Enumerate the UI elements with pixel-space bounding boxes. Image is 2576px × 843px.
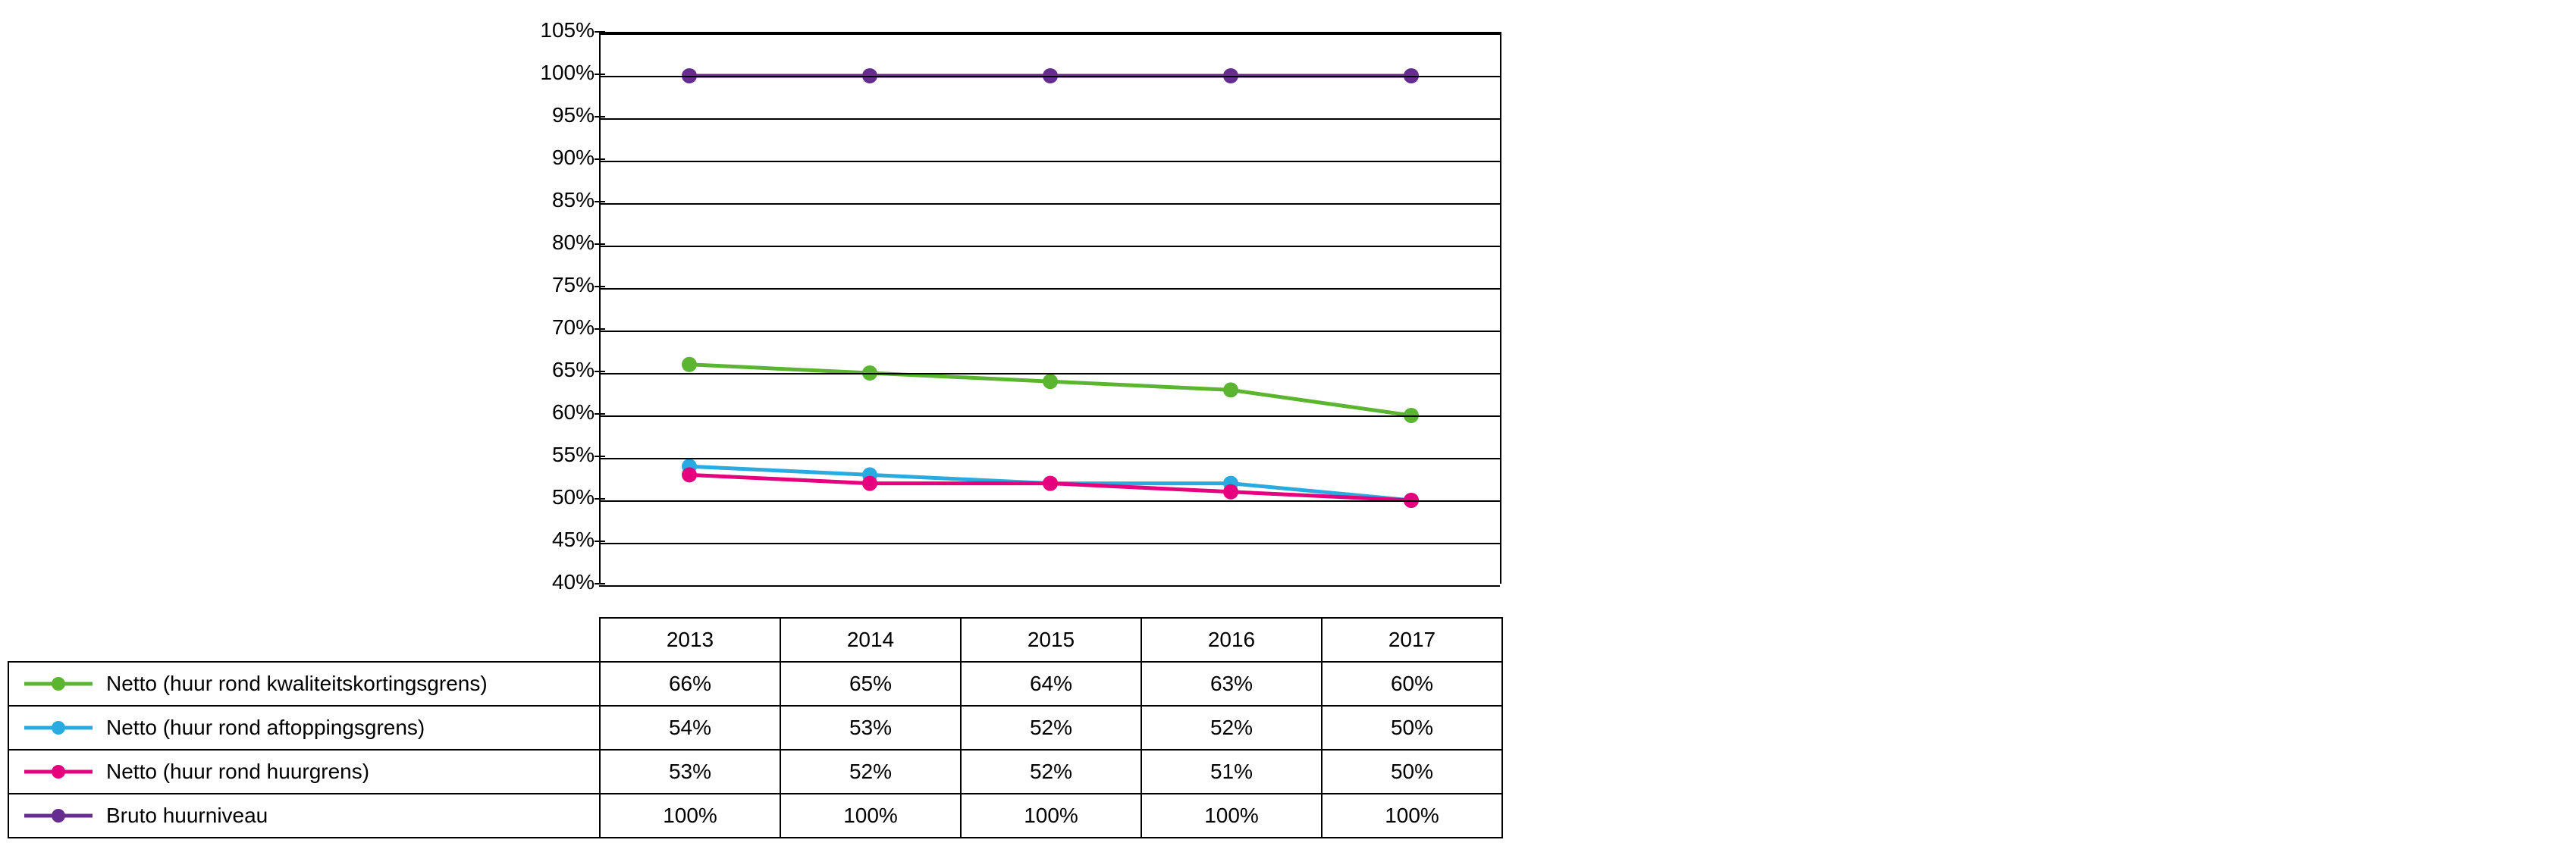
y-tick-mark bbox=[595, 74, 605, 75]
table-cell: 100% bbox=[600, 794, 780, 838]
series-marker bbox=[682, 467, 697, 482]
series-line bbox=[689, 365, 1411, 415]
y-tick-mark bbox=[595, 158, 605, 160]
table-cell: 54% bbox=[600, 706, 780, 750]
table-row: Netto (huur rond huurgrens)53%52%52%51%5… bbox=[8, 750, 1502, 794]
gridline bbox=[599, 543, 1500, 544]
table-header-blank bbox=[8, 618, 600, 662]
series-marker bbox=[1223, 484, 1238, 500]
table-header-cell: 2014 bbox=[780, 618, 961, 662]
y-tick-label: 75% bbox=[504, 273, 595, 297]
chart-with-table: 40% 45% 50% 55% 60% 65% 70% 75% 80% 85% 90% 95% 100%… bbox=[0, 0, 2576, 843]
gridline bbox=[599, 288, 1500, 290]
legend-label: Netto (huur rond aftoppingsgrens) bbox=[106, 716, 425, 740]
gridline bbox=[599, 500, 1500, 502]
series-marker bbox=[1223, 382, 1238, 397]
table-cell: 50% bbox=[1322, 706, 1502, 750]
gridline bbox=[599, 203, 1500, 205]
legend-swatch bbox=[24, 719, 93, 736]
series-marker bbox=[1043, 476, 1058, 491]
y-tick-mark bbox=[595, 371, 605, 372]
y-tick-mark bbox=[595, 413, 605, 415]
legend-swatch bbox=[24, 763, 93, 780]
gridline bbox=[599, 118, 1500, 120]
table-row: Netto (huur rond aftoppingsgrens)54%53%5… bbox=[8, 706, 1502, 750]
table-header-cell: 2016 bbox=[1141, 618, 1322, 662]
series-marker bbox=[1043, 374, 1058, 389]
gridline bbox=[599, 161, 1500, 162]
legend-swatch bbox=[24, 675, 93, 692]
table-cell: 52% bbox=[780, 750, 961, 794]
gridline bbox=[599, 415, 1500, 417]
legend-label: Netto (huur rond kwaliteitskortingsgrens… bbox=[106, 672, 488, 696]
table-cell: 60% bbox=[1322, 662, 1502, 706]
legend-cell: Netto (huur rond kwaliteitskortingsgrens… bbox=[8, 662, 600, 706]
table-cell: 64% bbox=[961, 662, 1141, 706]
gridline bbox=[599, 373, 1500, 374]
legend-swatch bbox=[24, 807, 93, 824]
y-tick-label: 95% bbox=[504, 103, 595, 127]
table-row: Bruto huurniveau100%100%100%100%100% bbox=[8, 794, 1502, 838]
table-header-cell: 2017 bbox=[1322, 618, 1502, 662]
table-cell: 53% bbox=[780, 706, 961, 750]
y-tick-label: 45% bbox=[504, 528, 595, 552]
y-tick-label: 100% bbox=[504, 61, 595, 85]
y-tick-mark bbox=[595, 201, 605, 202]
gridline bbox=[599, 458, 1500, 459]
y-tick-label: 80% bbox=[504, 230, 595, 255]
y-tick-label: 70% bbox=[504, 315, 595, 340]
gridline bbox=[599, 76, 1500, 77]
table-cell: 100% bbox=[1141, 794, 1322, 838]
table-cell: 100% bbox=[1322, 794, 1502, 838]
y-tick-mark bbox=[595, 456, 605, 457]
y-tick-label: 105% bbox=[504, 18, 595, 42]
y-tick-label: 60% bbox=[504, 400, 595, 425]
gridline bbox=[599, 246, 1500, 247]
y-tick-mark bbox=[595, 498, 605, 500]
gridline bbox=[599, 33, 1500, 35]
y-tick-label: 90% bbox=[504, 146, 595, 170]
data-table: 20132014201520162017 Netto (huur rond kwa… bbox=[8, 617, 1503, 838]
legend-cell: Bruto huurniveau bbox=[8, 794, 600, 838]
table-cell: 52% bbox=[961, 706, 1141, 750]
y-tick-label: 85% bbox=[504, 188, 595, 212]
series-marker bbox=[862, 476, 877, 491]
y-tick-label: 50% bbox=[504, 485, 595, 509]
table-cell: 63% bbox=[1141, 662, 1322, 706]
legend-cell: Netto (huur rond huurgrens) bbox=[8, 750, 600, 794]
table-cell: 100% bbox=[780, 794, 961, 838]
legend-label: Bruto huurniveau bbox=[106, 804, 268, 828]
y-tick-label: 40% bbox=[504, 570, 595, 594]
y-tick-mark bbox=[595, 286, 605, 287]
table-cell: 100% bbox=[961, 794, 1141, 838]
table-cell: 50% bbox=[1322, 750, 1502, 794]
table-header-cell: 2015 bbox=[961, 618, 1141, 662]
y-tick-mark bbox=[595, 31, 605, 33]
gridline bbox=[599, 585, 1500, 587]
y-tick-mark bbox=[595, 243, 605, 245]
y-tick-label: 65% bbox=[504, 358, 595, 382]
table-row: Netto (huur rond kwaliteitskortingsgrens… bbox=[8, 662, 1502, 706]
chart-lines bbox=[599, 33, 1501, 585]
table-cell: 51% bbox=[1141, 750, 1322, 794]
y-tick-mark bbox=[595, 328, 605, 330]
y-tick-mark bbox=[595, 116, 605, 118]
legend-cell: Netto (huur rond aftoppingsgrens) bbox=[8, 706, 600, 750]
y-tick-label: 55% bbox=[504, 443, 595, 467]
y-tick-mark bbox=[595, 583, 605, 584]
chart-area: 40% 45% 50% 55% 60% 65% 70% 75% 80% 85% 90% 95% 100%… bbox=[0, 0, 1532, 629]
table-cell: 53% bbox=[600, 750, 780, 794]
table-header-cell: 2013 bbox=[600, 618, 780, 662]
table-cell: 52% bbox=[961, 750, 1141, 794]
y-tick-mark bbox=[595, 541, 605, 542]
gridline bbox=[599, 331, 1500, 332]
table-cell: 65% bbox=[780, 662, 961, 706]
plot-region bbox=[599, 32, 1501, 584]
series-marker bbox=[682, 357, 697, 372]
legend-label: Netto (huur rond huurgrens) bbox=[106, 760, 369, 784]
table-cell: 52% bbox=[1141, 706, 1322, 750]
table-cell: 66% bbox=[600, 662, 780, 706]
